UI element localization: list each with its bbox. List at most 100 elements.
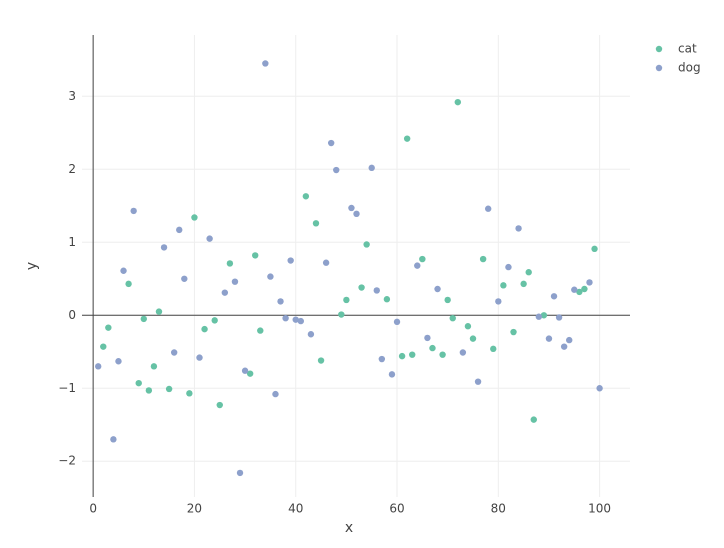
point: [535, 313, 543, 320]
point: [474, 378, 482, 385]
point: [393, 318, 401, 326]
point: [140, 315, 147, 323]
point: [211, 317, 218, 324]
point: [206, 235, 213, 242]
y-axis-title: y: [24, 262, 40, 270]
point: [444, 296, 451, 304]
point: [267, 273, 274, 280]
point: [105, 324, 112, 331]
y-tick-label: 0: [68, 308, 76, 322]
point: [297, 317, 304, 325]
point: [479, 255, 487, 263]
point: [262, 60, 269, 67]
y-tick-label: 3: [68, 89, 76, 103]
point: [459, 349, 467, 356]
point: [277, 298, 284, 305]
point: [322, 259, 330, 266]
point: [252, 252, 259, 259]
point: [373, 287, 380, 294]
point: [500, 282, 507, 289]
x-tick-label: 100: [588, 502, 611, 516]
y-tick-label: −1: [58, 381, 76, 395]
point: [495, 298, 502, 305]
point: [469, 335, 477, 342]
point: [135, 379, 142, 387]
point: [363, 241, 370, 248]
point: [95, 363, 102, 370]
point: [130, 207, 137, 215]
grid: [82, 35, 630, 497]
point: [571, 286, 578, 293]
point: [317, 357, 325, 364]
point: [302, 193, 310, 200]
point: [439, 351, 446, 358]
point: [586, 279, 593, 286]
point: [560, 343, 568, 350]
legend-label: dog: [678, 61, 701, 75]
x-axis-title: x: [345, 520, 353, 536]
y-tick-label: 2: [68, 162, 76, 176]
point: [201, 325, 208, 333]
point: [378, 355, 386, 363]
point: [434, 285, 441, 293]
point: [100, 343, 107, 350]
point: [226, 260, 234, 267]
point: [115, 358, 122, 365]
legend-label: cat: [678, 42, 697, 56]
x-tick-label: 40: [288, 502, 303, 516]
point: [221, 289, 229, 296]
point: [165, 385, 173, 393]
point: [424, 334, 431, 342]
legend-marker: [655, 64, 663, 72]
y-tick-label: 1: [68, 235, 76, 249]
point: [282, 314, 289, 322]
point: [181, 275, 188, 282]
point: [454, 98, 462, 106]
point: [236, 469, 244, 477]
point: [591, 245, 598, 253]
legend-marker: [655, 45, 663, 53]
point: [515, 225, 522, 232]
x-tick-label: 20: [187, 502, 202, 516]
point: [449, 314, 456, 322]
point: [414, 262, 421, 269]
point: [525, 269, 532, 276]
point: [312, 220, 320, 227]
point: [241, 367, 249, 374]
point: [343, 296, 350, 304]
point: [530, 416, 537, 423]
point: [398, 352, 406, 360]
point: [409, 351, 416, 358]
point: [292, 316, 299, 323]
point: [581, 285, 588, 293]
point: [520, 280, 527, 288]
point: [490, 345, 497, 353]
point: [419, 255, 426, 263]
point: [191, 214, 198, 221]
point: [358, 284, 365, 291]
point: [368, 164, 375, 172]
x-tick-label: 60: [389, 502, 404, 516]
x-tick-label: 80: [491, 502, 506, 516]
point: [272, 390, 279, 398]
point: [287, 257, 294, 264]
point: [120, 267, 127, 274]
point: [216, 401, 223, 409]
point: [596, 385, 603, 392]
point: [383, 296, 391, 303]
point: [160, 244, 168, 251]
point: [484, 205, 492, 212]
point: [257, 327, 264, 334]
point: [125, 280, 132, 288]
point: [186, 390, 193, 397]
point: [429, 344, 436, 352]
y-tick-label: −2: [58, 454, 76, 468]
point: [170, 349, 178, 356]
point: [464, 323, 472, 330]
point: [348, 204, 355, 212]
point: [145, 387, 153, 394]
point: [155, 308, 163, 315]
point: [150, 363, 158, 370]
point: [338, 311, 345, 318]
